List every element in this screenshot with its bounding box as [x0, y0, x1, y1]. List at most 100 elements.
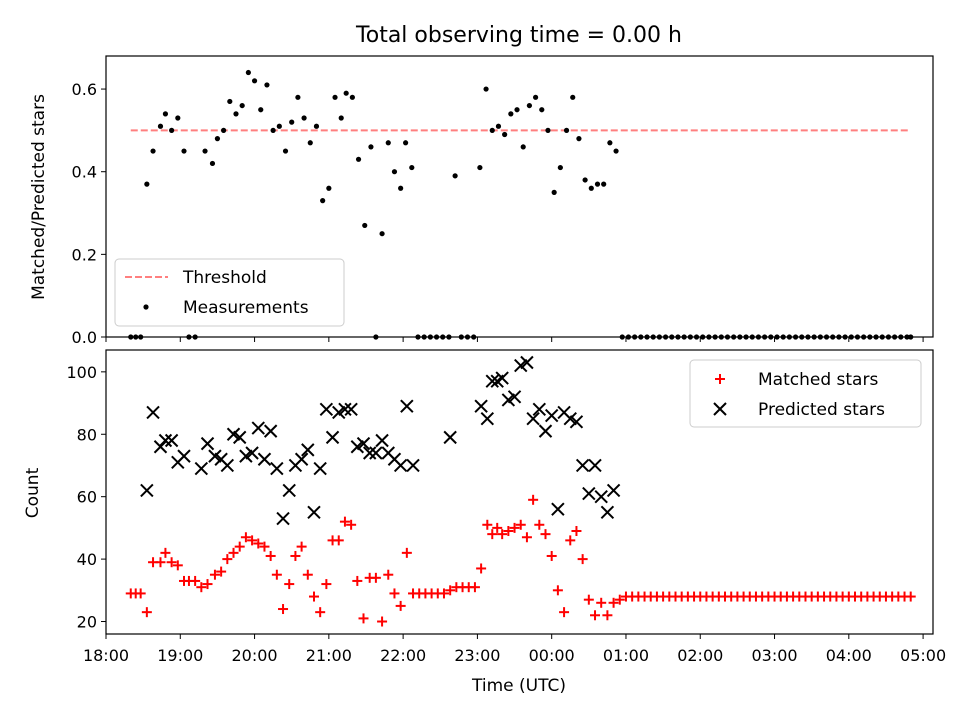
- legend-matched-label: Matched stars: [758, 370, 878, 390]
- measurement-point: [502, 131, 508, 138]
- measurement-point: [576, 136, 582, 142]
- measurement-point: [607, 140, 613, 146]
- predicted-star-point: [140, 483, 154, 498]
- x-tick-label: 22:00: [380, 646, 426, 665]
- x-axis-label: Time (UTC): [471, 676, 566, 696]
- bottom-y-tick-label: 60: [77, 488, 97, 507]
- measurement-point: [175, 115, 181, 121]
- bottom-legend-box: [689, 359, 922, 428]
- matched-star-point: [583, 594, 594, 605]
- bottom-legend: Matched stars Predicted stars: [689, 359, 922, 428]
- matched-star-point: [515, 519, 526, 530]
- measurement-point: [338, 115, 344, 121]
- predicted-star-point: [344, 402, 358, 417]
- predicted-star-point: [270, 461, 284, 476]
- measurement-point: [520, 144, 526, 150]
- matched-star-point: [352, 575, 363, 586]
- matched-star-point: [438, 588, 449, 599]
- predicted-star-point: [263, 424, 278, 438]
- matched-star-point: [469, 582, 480, 593]
- matched-star-point: [401, 547, 412, 558]
- matched-star-point: [216, 566, 227, 577]
- predicted-star-point: [356, 436, 371, 451]
- measurement-point: [368, 144, 374, 150]
- x-tick-label: 03:00: [751, 646, 797, 665]
- legend-measurements-label: Measurements: [183, 298, 309, 318]
- matched-star-point: [602, 610, 613, 621]
- matched-star-point: [521, 532, 532, 543]
- measurement-point: [209, 160, 216, 167]
- bottom-y-tick-label: 40: [77, 550, 97, 569]
- predicted-star-point: [362, 446, 377, 460]
- measurement-point: [289, 119, 295, 125]
- predicted-star-point: [177, 449, 191, 463]
- measurement-point: [526, 102, 533, 109]
- predicted-star-point: [507, 390, 522, 404]
- predicted-star-point: [301, 443, 315, 457]
- measurement-point: [582, 177, 588, 183]
- measurement-point: [379, 231, 385, 237]
- predicted-star-point: [369, 446, 383, 460]
- predicted-star-point: [307, 505, 321, 519]
- matched-star-point: [172, 560, 183, 571]
- measurement-point: [495, 123, 502, 129]
- matched-star-point: [571, 526, 582, 537]
- legend-matched-swatch: [715, 374, 725, 384]
- bottom-y-tick-label: 80: [77, 425, 97, 444]
- matched-star-point: [234, 541, 245, 552]
- matched-star-point: [370, 572, 381, 583]
- measurement-point: [489, 127, 495, 133]
- x-tick-label: 00:00: [529, 646, 575, 665]
- predicted-star-point: [480, 411, 495, 426]
- predicted-star-point: [532, 402, 547, 417]
- matched-star-point: [528, 494, 539, 505]
- top-axes-frame: [105, 55, 934, 338]
- matched-star-point: [577, 554, 588, 565]
- predicted-star-point: [276, 511, 290, 526]
- matched-star-point: [141, 607, 152, 618]
- predicted-star-point: [569, 415, 584, 429]
- measurement-point: [245, 69, 251, 76]
- predicted-star-point: [544, 408, 559, 423]
- top-panel: 0.0 0.2 0.4 0.6 Matched/Predicted stars Thr…: [29, 55, 934, 347]
- measurement-point: [403, 140, 409, 146]
- measurement-point: [452, 173, 458, 179]
- predicted-star-point: [495, 371, 509, 385]
- x-tick-label: 21:00: [306, 646, 352, 665]
- predicted-star-point: [582, 486, 596, 501]
- matched-star-point: [290, 550, 301, 561]
- measurement-point: [601, 181, 607, 187]
- measurement-point: [320, 198, 326, 204]
- predicted-star-point: [146, 405, 160, 420]
- measurement-point: [409, 164, 415, 171]
- bottom-y-tick-label: 20: [77, 613, 97, 632]
- measurement-point: [313, 123, 320, 129]
- measurement-point: [483, 86, 489, 92]
- predicted-star-point: [164, 433, 179, 448]
- predicted-star-point: [443, 430, 457, 445]
- measurement-point: [227, 98, 233, 105]
- matched-star-point: [296, 541, 307, 552]
- predicted-star-point: [257, 452, 272, 466]
- matched-star-point: [259, 541, 270, 552]
- matched-star-point: [265, 550, 276, 561]
- x-tick-label: 23:00: [454, 646, 500, 665]
- matched-star-point: [240, 532, 251, 543]
- x-tick-label: 20:00: [232, 646, 278, 665]
- predicted-star-point: [194, 461, 209, 476]
- measurement-point: [276, 123, 282, 129]
- predicted-star-point: [158, 433, 173, 448]
- matched-star-point: [222, 554, 233, 565]
- measurement-point: [295, 94, 301, 100]
- predicted-star-point: [319, 402, 334, 417]
- measurement-point: [563, 127, 570, 133]
- top-y-tick-label: 0.2: [72, 245, 97, 264]
- matched-star-point: [476, 563, 487, 574]
- predicted-star-point: [325, 430, 340, 445]
- predicted-star-point: [245, 446, 259, 460]
- predicted-star-point: [338, 402, 352, 417]
- measurement-point: [514, 107, 520, 113]
- top-y-tick-label: 0.4: [72, 163, 97, 182]
- measurement-point: [282, 148, 289, 154]
- matched-star-point: [559, 607, 570, 618]
